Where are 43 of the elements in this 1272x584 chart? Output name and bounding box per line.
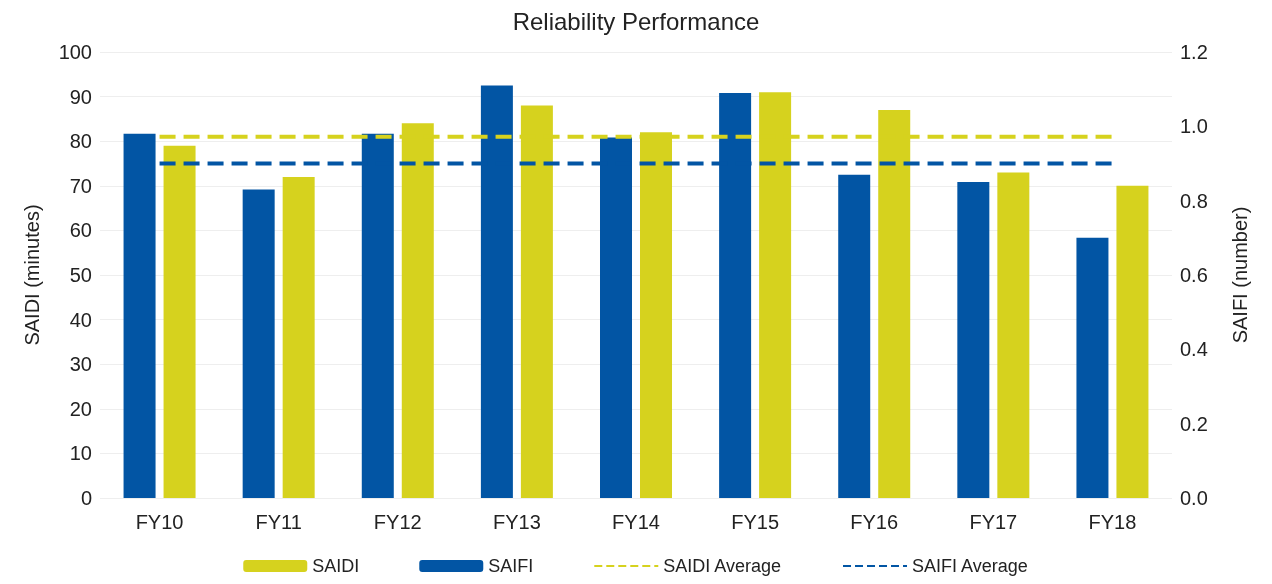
y-tick-label: 20 <box>69 397 92 420</box>
x-tick-label: FY18 <box>1088 511 1137 533</box>
x-tick-label: FY10 <box>135 511 184 533</box>
y-tick-label: 30 <box>69 353 92 376</box>
y2-tick-label: 0.0 <box>1180 487 1208 509</box>
x-tick-label: FY12 <box>373 511 422 533</box>
y2-tick-label: 0.2 <box>1180 412 1208 435</box>
bar <box>997 172 1030 498</box>
y-tick-label: 40 <box>69 308 92 331</box>
y-tick-label: 50 <box>69 264 92 286</box>
y2-tick-label: 0.6 <box>1180 264 1208 286</box>
bar <box>163 145 196 498</box>
x-tick-label: FY13 <box>492 511 541 533</box>
y2-tick-label: 1.2 <box>1180 41 1208 63</box>
bar <box>242 189 275 498</box>
y2-tick-label: 0.8 <box>1180 189 1208 212</box>
bar <box>957 182 990 498</box>
legend-label: SAIDI Average <box>663 556 782 576</box>
y2-tick-label: 0.4 <box>1180 338 1208 361</box>
bar <box>282 176 315 498</box>
y-tick-label: 10 <box>69 442 92 465</box>
y-axis-title: SAIDI (minutes) <box>21 204 43 346</box>
bar <box>1116 185 1149 498</box>
y-tick-label: 80 <box>69 130 92 153</box>
bar <box>1076 237 1109 498</box>
chart-title: Reliability Performance <box>512 7 760 35</box>
y-tick-label: 100 <box>58 41 92 63</box>
y-tick-label: 90 <box>69 85 92 108</box>
x-tick-label: FY11 <box>255 511 302 533</box>
y-tick-label: 60 <box>69 219 92 242</box>
x-tick-label: FY16 <box>850 511 899 533</box>
y-tick-label: 0 <box>80 487 92 509</box>
y-tick-label: 70 <box>69 174 92 197</box>
x-tick-label: FY15 <box>731 511 780 533</box>
legend-label: SAIFI <box>488 556 534 576</box>
x-tick-label: FY14 <box>612 511 660 533</box>
x-tick-label: FY17 <box>969 511 1018 533</box>
legend-label: SAIFI Average <box>912 556 1028 576</box>
y2-axis-title: SAIFI (number) <box>1229 206 1251 344</box>
y2-tick-label: 1.0 <box>1180 115 1208 138</box>
legend-label: SAIDI <box>312 556 360 576</box>
bar <box>123 133 156 498</box>
bar <box>838 174 871 498</box>
